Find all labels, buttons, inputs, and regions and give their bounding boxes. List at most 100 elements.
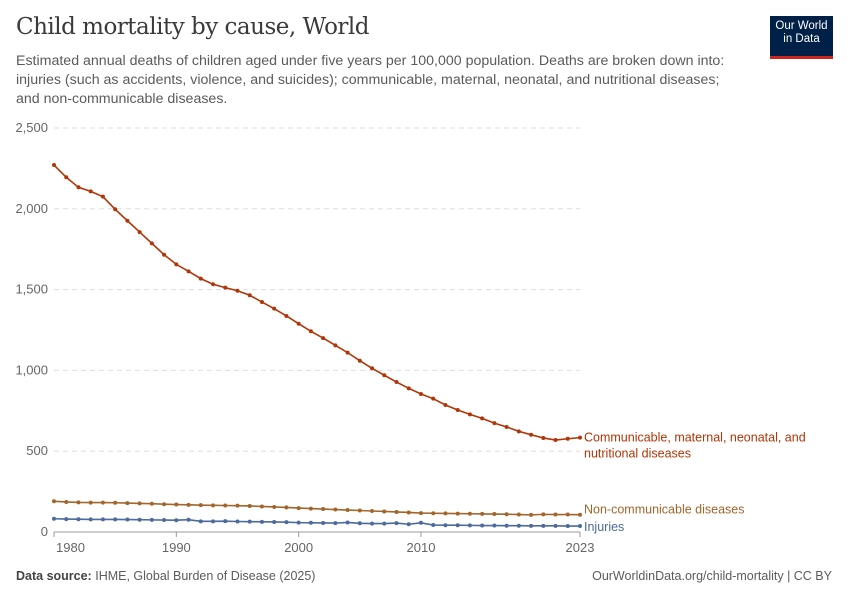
data-point: [284, 313, 289, 318]
data-point: [370, 366, 375, 371]
data-point: [492, 421, 497, 426]
data-point: [223, 285, 228, 290]
data-point: [418, 520, 423, 525]
data-point: [149, 501, 154, 506]
data-point: [382, 373, 387, 378]
data-point: [345, 350, 350, 355]
y-tick-label: 1,500: [15, 282, 48, 297]
data-point: [137, 501, 142, 506]
data-point: [308, 506, 313, 511]
data-point: [565, 436, 570, 441]
data-point: [541, 523, 546, 528]
data-point: [162, 502, 167, 507]
series-line-0: [53, 164, 581, 441]
data-point: [296, 520, 301, 525]
data-point: [431, 511, 436, 516]
data-point: [529, 432, 534, 437]
data-point: [541, 512, 546, 517]
data-point: [455, 511, 460, 516]
y-tick-label: 500: [26, 443, 48, 458]
data-point: [272, 519, 277, 524]
data-point: [308, 329, 313, 334]
data-point: [64, 517, 69, 522]
data-point: [443, 402, 448, 407]
data-point: [321, 336, 326, 341]
series-label: Communicable, maternal, neonatal, and: [584, 431, 806, 445]
data-point: [394, 521, 399, 526]
data-point: [516, 429, 521, 434]
logo-line-2: in Data: [783, 33, 820, 45]
data-point: [504, 424, 509, 429]
data-point: [52, 163, 56, 168]
data-point: [113, 500, 118, 505]
data-point: [137, 230, 142, 235]
data-point: [529, 523, 534, 528]
data-point: [333, 507, 338, 512]
data-point: [100, 500, 105, 505]
data-point: [321, 507, 326, 512]
data-point: [553, 512, 558, 517]
data-point: [431, 396, 436, 401]
data-point: [198, 276, 203, 281]
data-point: [578, 524, 582, 529]
data-point: [565, 512, 570, 517]
data-point: [333, 521, 338, 526]
data-point: [480, 523, 485, 528]
data-point: [406, 386, 411, 391]
data-point: [529, 512, 534, 517]
source-text[interactable]: IHME, Global Burden of Disease (2025): [95, 569, 316, 583]
data-point: [308, 520, 313, 525]
y-tick-label: 2,000: [15, 201, 48, 216]
source-label: Data source:: [16, 569, 92, 583]
data-point: [272, 504, 277, 509]
data-point: [406, 522, 411, 527]
x-tick-label: 1990: [162, 540, 191, 555]
data-point: [272, 306, 277, 311]
x-tick-label: 2010: [407, 540, 436, 555]
data-point: [88, 517, 93, 522]
data-point: [565, 524, 570, 529]
data-point: [467, 412, 472, 417]
data-point: [235, 288, 240, 293]
data-point: [467, 511, 472, 516]
data-point: [296, 506, 301, 511]
data-point: [284, 520, 289, 525]
data-point: [247, 293, 252, 298]
data-point: [211, 282, 216, 287]
data-point: [431, 523, 436, 528]
data-point: [174, 518, 179, 523]
data-point: [52, 499, 56, 504]
owid-logo[interactable]: Our World in Data: [770, 16, 833, 59]
data-point: [394, 380, 399, 385]
data-point: [382, 521, 387, 526]
data-point: [247, 519, 252, 524]
data-point: [149, 517, 154, 522]
chart-title: Child mortality by cause, World: [16, 14, 370, 40]
series-label: Non-communicable diseases: [584, 503, 745, 517]
data-point: [553, 438, 558, 443]
x-tick-label: 1980: [56, 540, 85, 555]
data-point: [125, 501, 130, 506]
data-point: [296, 321, 301, 326]
data-point: [149, 241, 154, 246]
credit-link[interactable]: OurWorldinData.org/child-mortality | CC …: [592, 569, 832, 583]
data-point: [418, 511, 423, 516]
y-tick-label: 1,000: [15, 362, 48, 377]
data-point: [174, 502, 179, 507]
data-point: [223, 503, 228, 508]
data-point: [259, 300, 264, 305]
data-point: [137, 517, 142, 522]
data-point: [259, 504, 264, 509]
series-label: Injuries: [584, 520, 624, 534]
data-point: [52, 516, 56, 521]
data-point: [125, 517, 130, 522]
data-point: [100, 194, 105, 199]
data-point: [162, 518, 167, 523]
data-point: [88, 500, 93, 505]
data-point: [418, 391, 423, 396]
data-point: [357, 521, 362, 526]
data-point: [578, 512, 582, 517]
data-point: [64, 175, 69, 180]
data-point: [345, 520, 350, 525]
